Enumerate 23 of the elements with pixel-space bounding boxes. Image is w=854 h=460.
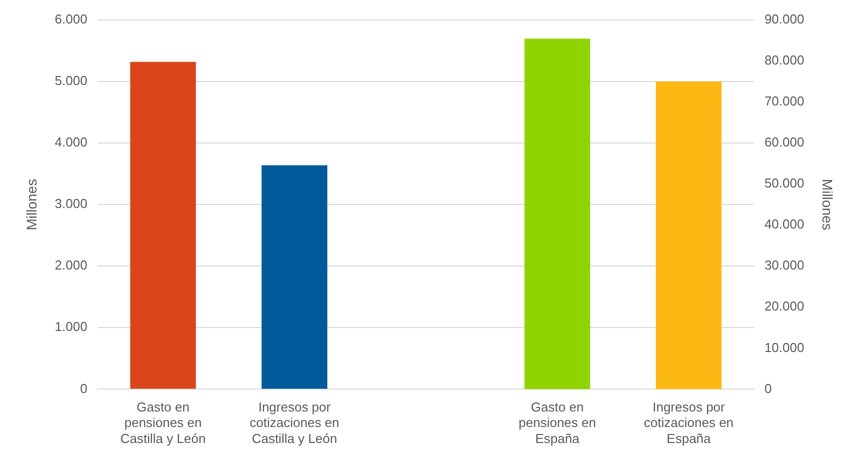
y-tick-label: 6.000: [54, 12, 88, 27]
y2-tick-label: 30.000: [764, 258, 804, 273]
y2-tick-label: 10.000: [764, 340, 804, 355]
y2-axis-title: Millones: [820, 178, 836, 230]
x-tick-label: Ingresos por cotizaciones en España: [644, 400, 734, 446]
y2-tick-label: 50.000: [764, 176, 804, 191]
y-tick-label: 0: [80, 380, 88, 396]
x-tick-label: Gasto en pensiones en Castilla y León: [120, 400, 206, 446]
y2-tick-label: 0: [764, 380, 772, 396]
y2-tick-label: 40.000: [764, 216, 804, 232]
y-axis-title: Millones: [23, 178, 40, 230]
y-tick-label: 4.000: [54, 134, 88, 150]
y2-tick-label: 20.000: [764, 298, 804, 314]
y2-tick-label: 70.000: [764, 94, 804, 109]
y-tick-label: 2.000: [54, 258, 88, 273]
x-tick-label: Ingresos por cotizaciones en Castilla y León: [250, 400, 340, 446]
y2-tick-label: 80.000: [764, 52, 804, 68]
y-tick-label: 3.000: [54, 196, 88, 212]
x-tick-label: Gasto en pensiones en España: [518, 400, 596, 446]
y2-tick-label: 90.000: [764, 12, 804, 27]
y2-tick-label: 60.000: [764, 134, 804, 150]
y-tick-label: 5.000: [54, 73, 88, 88]
y-tick-label: 1.000: [54, 319, 88, 334]
